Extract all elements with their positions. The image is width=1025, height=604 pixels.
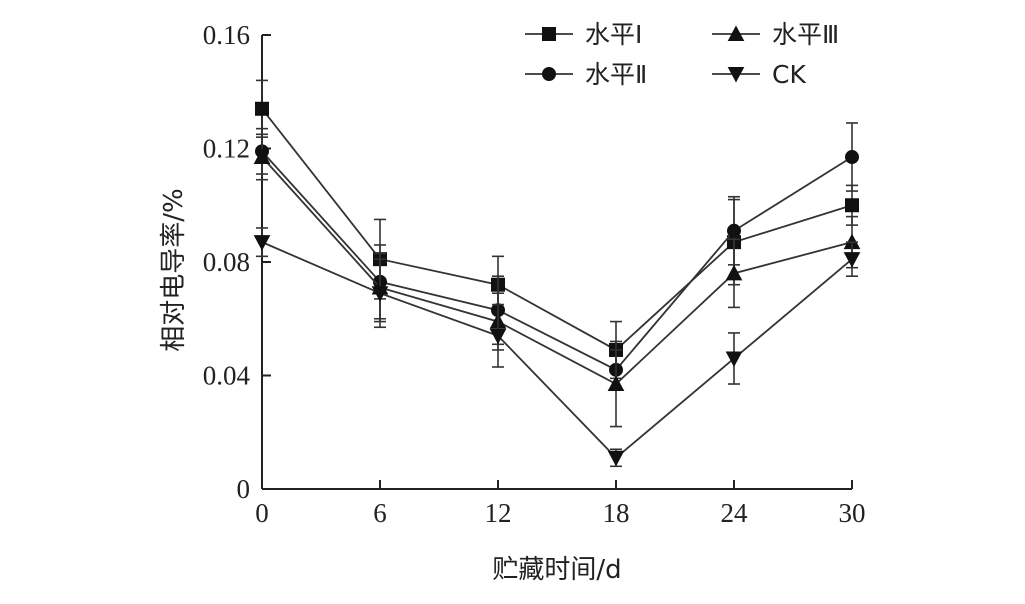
legend-label: 水平Ⅰ <box>585 20 642 49</box>
legend-marker <box>727 25 745 41</box>
data-point <box>843 252 861 268</box>
legend-marker <box>542 67 556 81</box>
x-tick-label: 6 <box>373 498 387 528</box>
series-4 <box>253 227 861 468</box>
legend-item-3: 水平Ⅲ <box>712 20 839 49</box>
legend-label: CK <box>772 60 806 89</box>
x-tick-label: 30 <box>839 498 866 528</box>
data-point <box>371 286 389 302</box>
x-axis-title: 贮藏时间/d <box>492 555 621 585</box>
y-tick-label: 0.12 <box>203 134 250 164</box>
series-line <box>261 108 853 352</box>
data-point <box>607 375 625 392</box>
data-point <box>725 351 743 368</box>
series-2 <box>255 122 859 391</box>
data-point <box>727 223 741 238</box>
y-tick-label: 0.08 <box>203 247 250 277</box>
data-point <box>255 101 269 116</box>
legend-label: 水平Ⅱ <box>585 60 647 89</box>
data-point <box>845 150 859 165</box>
data-point <box>725 264 743 281</box>
legend-item-4: CK <box>712 60 806 89</box>
y-axis-title: 相对电导率/% <box>159 188 189 351</box>
legend-item-2: 水平Ⅱ <box>525 60 647 89</box>
legend-label: 水平Ⅲ <box>772 20 839 49</box>
x-tick-label: 12 <box>485 498 512 528</box>
data-point <box>253 148 271 165</box>
series-1 <box>255 79 859 380</box>
legend-item-1: 水平Ⅰ <box>525 20 642 49</box>
series-line <box>261 241 853 460</box>
legend: 水平Ⅰ 水平Ⅱ 水平Ⅲ CK <box>525 20 839 89</box>
x-tick-label: 24 <box>721 498 749 528</box>
y-tick-label: 0.04 <box>203 361 251 391</box>
series-3 <box>253 133 861 428</box>
y-tick-label: 0.16 <box>203 20 250 50</box>
x-tick-label: 18 <box>603 498 630 528</box>
series-layer <box>253 79 861 468</box>
data-point <box>253 235 271 251</box>
legend-marker <box>542 27 556 41</box>
series-line <box>261 156 853 386</box>
data-point <box>607 450 625 467</box>
legend-marker <box>727 67 745 83</box>
axes: 0 0.04 0.08 0.12 0.16 0 6 12 18 24 30 <box>203 20 866 528</box>
series-line <box>261 150 853 371</box>
data-point <box>845 198 859 213</box>
x-tick-label: 0 <box>255 498 269 528</box>
y-tick-label: 0 <box>237 474 251 504</box>
data-point <box>489 328 507 345</box>
